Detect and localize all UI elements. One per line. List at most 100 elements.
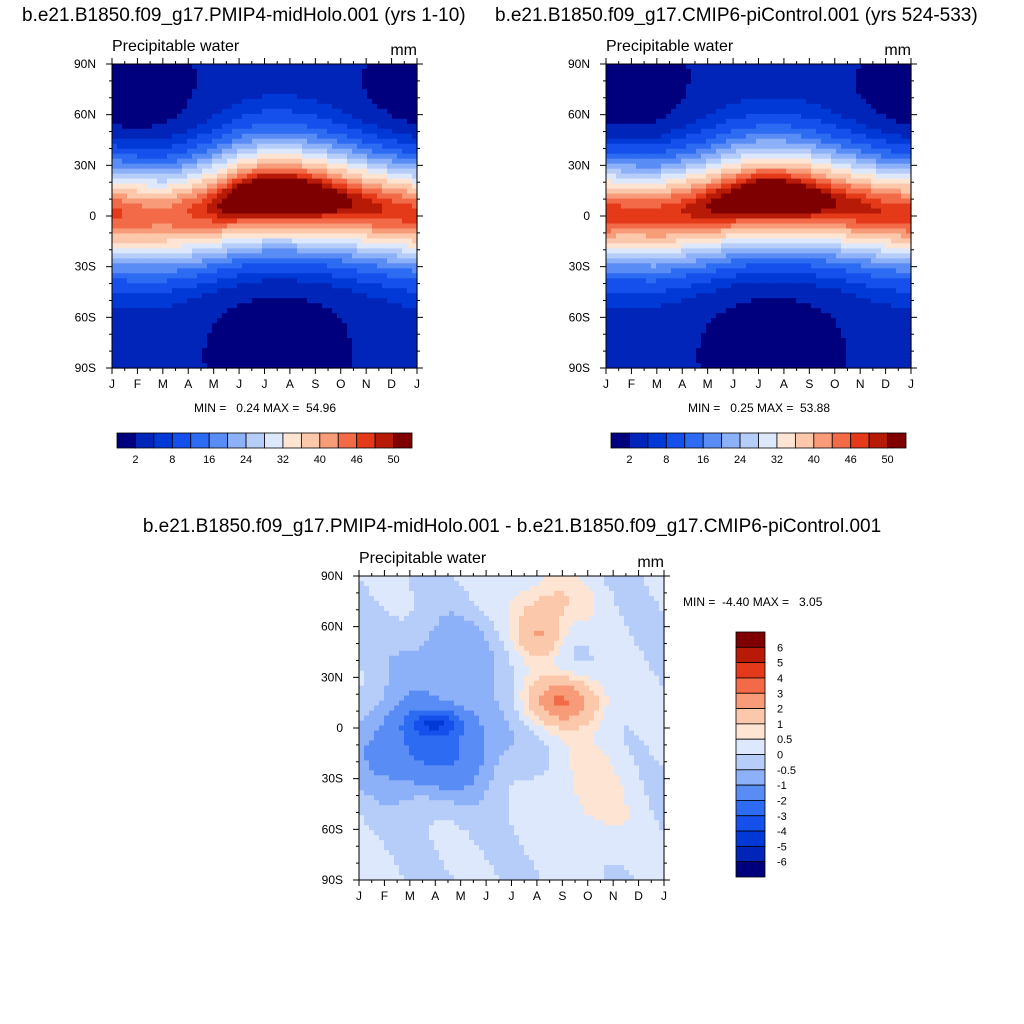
heat-cell [247,218,253,225]
heat-cell [342,263,348,269]
heat-cell [172,138,178,145]
heat-cell [846,113,852,120]
heat-cell [906,88,912,95]
heat-cell [222,193,228,200]
heat-cell [237,333,243,339]
heat-cell [786,98,792,105]
heat-cell [387,338,393,344]
heat-cell [771,98,777,105]
heat-cell [292,108,298,115]
heat-cell [377,188,383,195]
heat-cell [686,123,692,130]
heat-cell [816,113,822,120]
heat-cell [342,198,348,205]
heat-cell [222,338,228,344]
heat-cell [137,193,143,200]
heat-cell [362,113,368,120]
heat-cell [696,133,702,140]
heat-cell [202,298,208,304]
heat-cell [626,83,632,90]
heat-cell [337,148,343,155]
heat-cell [277,173,283,180]
heat-cell [736,143,742,150]
heat-cell [212,153,218,160]
heat-cell [162,278,168,284]
heat-cell [332,293,338,299]
heat-cell [881,83,887,90]
heat-cell [856,98,862,105]
heat-cell [412,73,418,80]
heat-cell [262,328,268,334]
heat-cell [202,243,208,249]
heat-cell [332,248,338,254]
heat-cell [147,83,153,90]
heat-cell [841,108,847,115]
heat-cell [127,83,133,90]
heat-cell [357,353,363,359]
heat-cell [726,103,732,110]
heat-cell [327,193,333,200]
heat-cell [272,133,278,140]
heat-cell [746,133,752,140]
heat-cell [112,148,118,155]
heat-cell [237,163,243,170]
heat-cell [227,323,233,329]
heat-cell [387,243,393,249]
heat-cell [681,68,687,75]
heat-cell [322,353,328,359]
heat-cell [132,353,138,359]
heat-cell [252,263,258,269]
heat-cell [217,278,223,284]
heat-cell [407,78,413,85]
heat-cell [167,288,173,294]
heat-cell [851,118,857,125]
heat-cell [172,348,178,354]
heat-cell [377,233,383,240]
heat-cell [142,113,148,120]
heat-cell [217,193,223,200]
heat-cell [227,83,233,90]
heat-cell [412,83,418,90]
heat-cell [242,318,248,324]
heat-cell [272,123,278,130]
heat-cell [711,64,717,70]
heat-cell [881,98,887,105]
heat-cell [167,68,173,75]
heat-cell [372,343,378,349]
heat-cell [152,268,158,274]
heat-cell [856,64,862,70]
heat-cell [372,288,378,294]
heat-cell [846,133,852,140]
heat-cell [357,123,363,130]
heat-cell [776,98,782,105]
heat-cell [392,273,398,279]
heat-cell [272,198,278,205]
heat-cell [322,303,328,309]
heat-cell [232,333,238,339]
heat-cell [267,168,273,175]
heat-cell [177,363,183,369]
heat-cell [227,338,233,344]
heat-cell [392,68,398,75]
heat-cell [357,118,363,125]
heat-cell [172,293,178,299]
heat-cell [182,68,188,75]
heat-cell [212,108,218,115]
y-tick-label: 60S [75,310,96,324]
heat-cell [796,133,802,140]
heat-cell [646,143,652,150]
heat-cell [212,83,218,90]
heat-cell [352,163,358,170]
heat-cell [112,178,118,185]
heat-cell [207,178,213,185]
heat-cell [232,328,238,334]
heat-cell [841,78,847,85]
heat-cell [756,153,762,160]
heat-cell [716,123,722,130]
heat-cell [407,228,413,235]
heat-cell [272,128,278,135]
heat-cell [177,123,183,130]
heat-cell [297,333,303,339]
heat-cell [357,223,363,230]
heat-cell [262,288,268,294]
